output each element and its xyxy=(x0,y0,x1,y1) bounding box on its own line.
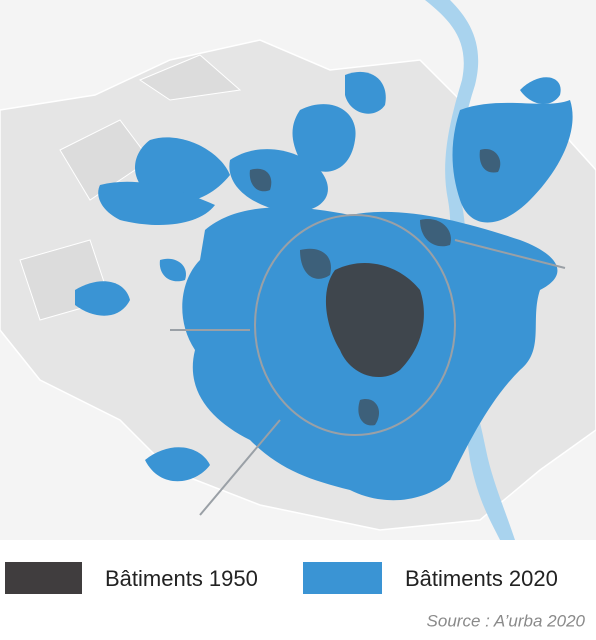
legend-swatch xyxy=(303,562,382,594)
river xyxy=(407,0,515,540)
legend-label: Bâtiments 2020 xyxy=(405,566,558,591)
legend-swatch xyxy=(5,562,82,594)
highways xyxy=(170,239,566,516)
legend: Bâtiments 1950 Bâtiments 2020 xyxy=(5,562,558,594)
source: Source : A’urba 2020 xyxy=(427,611,586,630)
buildings-1950 xyxy=(249,149,501,426)
map xyxy=(0,0,596,540)
legend-label: Bâtiments 1950 xyxy=(105,566,258,591)
ring-road xyxy=(254,214,456,436)
